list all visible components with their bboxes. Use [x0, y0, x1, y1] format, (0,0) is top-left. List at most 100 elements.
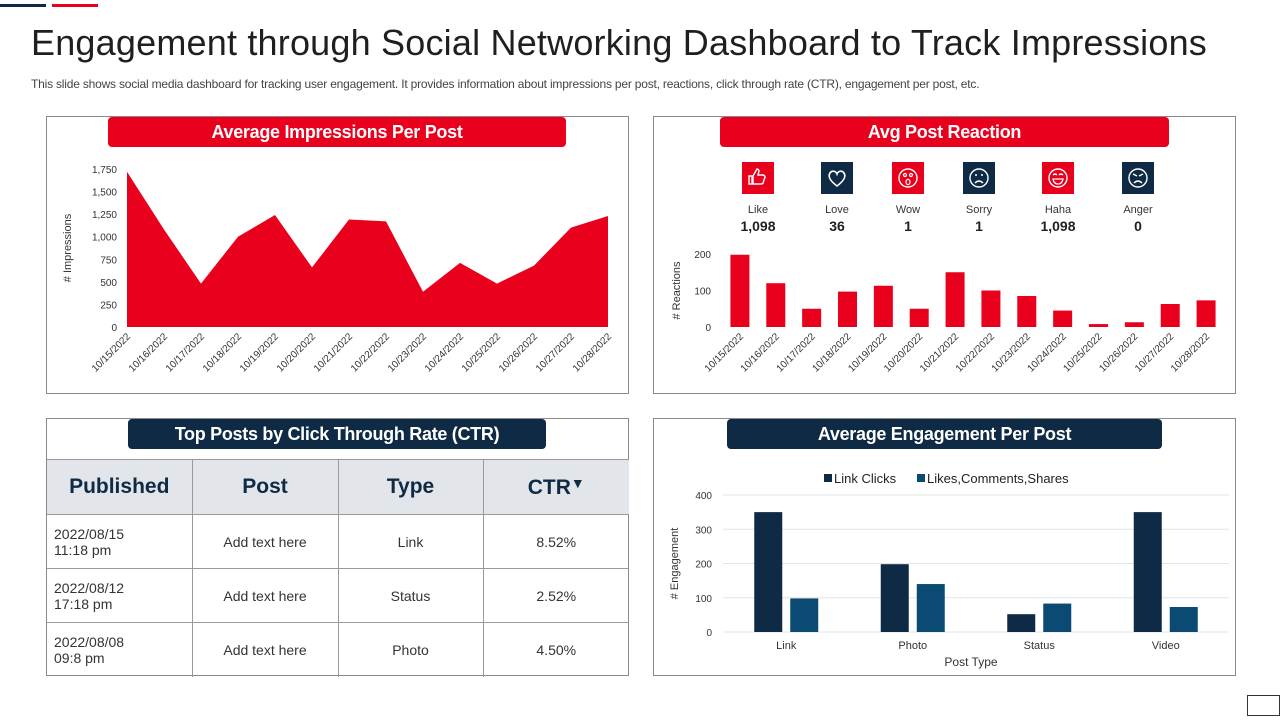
page-subtitle: This slide shows social media dashboard … — [31, 77, 980, 91]
y-tick-label: 200 — [694, 250, 711, 261]
reaction-label: Like — [747, 204, 769, 216]
published-date: 2022/08/12 — [54, 579, 125, 596]
reaction-label: Haha — [1044, 204, 1072, 216]
engagement-bar — [1007, 614, 1036, 632]
y-tick-label: 0 — [705, 323, 711, 334]
x-tick-label: Video — [1152, 640, 1180, 652]
published-time: 09:8 pm — [54, 649, 105, 666]
y-axis-label: # Impressions — [62, 213, 74, 282]
x-tick-label: Photo — [898, 640, 927, 652]
x-tick-label: Status — [1024, 640, 1056, 652]
reaction-value: 0 — [1134, 218, 1142, 234]
slide-corner-box — [1247, 695, 1280, 716]
reaction-bar — [1053, 310, 1073, 327]
engagement-title: Average Engagement Per Post — [727, 419, 1162, 449]
engagement-bar — [754, 512, 783, 632]
header-ctr-label: CTR — [527, 475, 571, 499]
y-tick-label: 1,750 — [92, 165, 117, 176]
reaction-bar — [1089, 324, 1108, 327]
engagement-bar — [1043, 603, 1072, 632]
y-tick-label: 0 — [706, 628, 712, 639]
reaction-bar — [1017, 295, 1037, 327]
reaction-value: 1 — [904, 218, 912, 234]
ctr-header-row: Published Post Type CTR▼ — [47, 459, 629, 515]
accent-line-dark — [0, 4, 46, 7]
table-row: 2022/08/15 11:18 pm Add text here Link 8.… — [47, 514, 629, 569]
reaction-label: Love — [825, 204, 849, 216]
x-tick-label: 10/28/2022 — [1169, 331, 1212, 374]
ctr-cell: 4.50% — [536, 641, 577, 658]
reaction-bar — [873, 285, 893, 327]
post-cell: Add text here — [192, 514, 339, 569]
y-axis-label: # Reactions — [671, 261, 683, 320]
table-row: 2022/08/08 09:8 pm Add text here Photo 4.… — [47, 622, 629, 677]
engagement-bar — [916, 584, 945, 632]
reaction-label: Sorry — [965, 204, 993, 216]
published-cell: 2022/08/12 17:18 pm — [47, 568, 193, 623]
published-date: 2022/08/08 — [54, 633, 125, 650]
reaction-bar — [909, 308, 929, 327]
y-tick-label: 1,000 — [92, 233, 117, 244]
engagement-bar — [880, 564, 909, 632]
legend-label: Likes,Comments,Shares — [927, 471, 1069, 486]
header-ctr[interactable]: CTR▼ — [483, 459, 629, 515]
engagement-bar — [1169, 606, 1198, 632]
reaction-value: 1,098 — [740, 218, 776, 234]
angry-face-icon — [1122, 162, 1154, 194]
reaction-bar — [945, 272, 965, 327]
legend-swatch — [824, 474, 832, 482]
wow-face-icon — [892, 162, 924, 194]
table-row: 2022/08/12 17:18 pm Add text here Status … — [47, 568, 629, 623]
impressions-panel: Average Impressions Per Post 0 250 500 750 1… — [46, 116, 629, 394]
engagement-panel: Average Engagement Per Post 0 100 200 300 40… — [653, 418, 1236, 676]
impressions-title: Average Impressions Per Post — [108, 117, 566, 147]
ctr-cell: 8.52% — [483, 514, 629, 569]
post-cell: Add text here — [192, 622, 339, 677]
reaction-bar — [1196, 300, 1216, 327]
laughing-face-icon — [1042, 162, 1074, 194]
y-tick-label: 400 — [695, 491, 712, 502]
y-tick-label: 250 — [100, 300, 117, 311]
engagement-bar-chart: 0 100 200 300 400 Link Photo Status Video Post Ty… — [669, 471, 1229, 669]
x-axis-label: Post Type — [944, 655, 997, 669]
reaction-bar — [981, 290, 1001, 327]
legend-swatch — [917, 474, 925, 482]
y-tick-label: 300 — [695, 525, 712, 536]
x-tick-label: 10/28/2022 — [571, 331, 614, 374]
sort-desc-icon[interactable]: ▼ — [570, 474, 585, 491]
y-axis-label: # Engagement — [669, 528, 681, 600]
header-post[interactable]: Post — [192, 459, 339, 515]
reaction-label: Wow — [895, 204, 921, 216]
ctr-title: Top Posts by Click Through Rate (CTR) — [128, 419, 546, 449]
reactions-title: Avg Post Reaction — [720, 117, 1169, 147]
ctr-table: Published Post Type CTR▼ 2022/08/15 11:18… — [47, 459, 629, 677]
reaction-bar — [1124, 322, 1144, 327]
reaction-bar — [1160, 304, 1180, 327]
sad-face-icon — [963, 162, 995, 194]
page-title: Engagement through Social Networking Das… — [31, 22, 1207, 63]
reaction-bar — [766, 283, 786, 327]
y-tick-label: 1,500 — [92, 188, 117, 199]
type-cell: Status — [338, 568, 484, 623]
header-published[interactable]: Published — [47, 459, 193, 515]
published-time: 17:18 pm — [54, 595, 113, 612]
reaction-value: 1 — [975, 218, 983, 234]
type-cell: Link — [338, 514, 484, 569]
y-tick-label: 100 — [694, 287, 711, 298]
x-tick-label: Link — [776, 640, 797, 652]
reaction-bar — [802, 308, 822, 327]
impressions-area-chart: 0 250 500 750 1,000 1,250 1,500 1,750 # Impressi… — [62, 165, 614, 375]
post-cell: Add text here — [192, 568, 339, 623]
reaction-value: 36 — [829, 218, 845, 234]
published-cell: 2022/08/15 11:18 pm — [47, 514, 193, 569]
y-tick-label: 200 — [695, 560, 712, 571]
reaction-label: Anger — [1123, 204, 1153, 216]
reaction-value: 1,098 — [1040, 218, 1076, 234]
header-type[interactable]: Type — [338, 459, 484, 515]
y-tick-label: 750 — [100, 255, 117, 266]
accent-line-red — [52, 4, 98, 7]
engagement-bar — [790, 598, 819, 632]
reaction-bar — [730, 254, 750, 327]
published-time: 11:18 pm — [54, 541, 112, 558]
reactions-panel: Avg Post Reaction Like 1,098 Love 36 Wow 1 Sor… — [653, 116, 1236, 394]
